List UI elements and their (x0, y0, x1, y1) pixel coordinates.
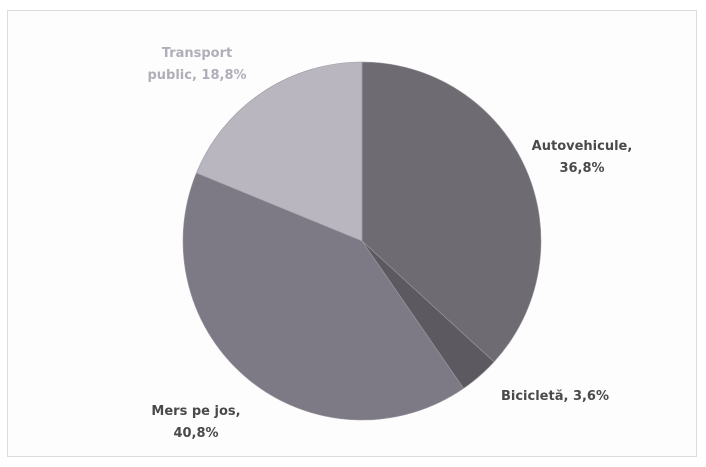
label-bicicleta: Bicicletă, 3,6% (501, 389, 609, 404)
label-mers-pe-jos-line1: Mers pe jos, (151, 404, 240, 419)
pie-slices (182, 61, 542, 421)
pie-slice-mers-pe-jos (182, 172, 464, 421)
label-transport-public-line1: Transport (162, 46, 232, 61)
label-autovehicule-line1: Autovehicule, (532, 139, 633, 154)
pie-slice-autovehicule (361, 61, 542, 363)
label-autovehicule-line2: 36,8% (559, 161, 604, 176)
pie-slice-transport-public (196, 61, 363, 242)
label-transport-public-line2: public, 18,8% (147, 68, 246, 83)
label-mers-pe-jos-line2: 40,8% (173, 426, 218, 441)
